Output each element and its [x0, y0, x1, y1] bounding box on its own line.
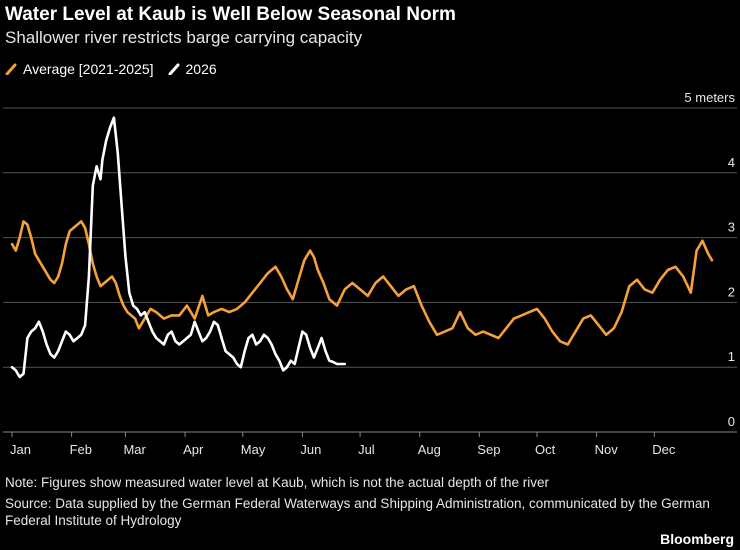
x-tick-label-may: May	[241, 442, 266, 457]
footer-source: Source: Data supplied by the German Fede…	[5, 496, 710, 528]
footer-note: Note: Figures show measured water level …	[5, 475, 550, 490]
legend-label-2026: 2026	[185, 61, 217, 77]
legend-item-average: Average [2021-2025]	[5, 61, 154, 77]
y-tick-label-2: 2	[728, 284, 735, 299]
x-tick-label-apr: Apr	[183, 442, 204, 457]
chart-title: Water Level at Kaub is Well Below Season…	[5, 4, 456, 25]
chart-subtitle: Shallower river restricts barge carrying…	[5, 28, 363, 47]
x-tick-label-nov: Nov	[595, 442, 619, 457]
legend-item-2026: 2026	[168, 61, 217, 77]
y-tick-label-4: 4	[728, 155, 735, 170]
grid: 0 1 2 3 4 5 meters	[3, 90, 737, 433]
x-tick-label-aug: Aug	[418, 442, 441, 457]
y-tick-label-5: 5 meters	[684, 90, 735, 105]
series	[10, 116, 714, 379]
y-tick-label-1: 1	[728, 349, 735, 364]
series-line-2026	[10, 116, 347, 379]
y-tick-label-0: 0	[728, 414, 735, 429]
x-tick-label-jul: Jul	[358, 442, 375, 457]
x-tick-label-jun: Jun	[300, 442, 321, 457]
y-tick-label-3: 3	[728, 220, 735, 235]
legend: Average [2021-2025] 2026	[5, 61, 231, 77]
x-tick-label-feb: Feb	[70, 442, 92, 457]
x-tick-label-dec: Dec	[652, 442, 676, 457]
series-line-average	[10, 220, 714, 346]
x-tick-label-sep: Sep	[477, 442, 500, 457]
legend-swatch-2026-icon	[168, 63, 180, 75]
x-tick-label-oct: Oct	[535, 442, 556, 457]
x-axis: Jan Feb Mar Apr May Jun Jul Aug Sep Oct Nov Dec	[10, 432, 676, 457]
x-tick-label-jan: Jan	[10, 442, 31, 457]
legend-swatch-average-icon	[5, 63, 17, 75]
legend-label-average: Average [2021-2025]	[23, 61, 154, 77]
x-tick-label-mar: Mar	[123, 442, 146, 457]
bloomberg-logo: Bloomberg	[660, 531, 734, 547]
